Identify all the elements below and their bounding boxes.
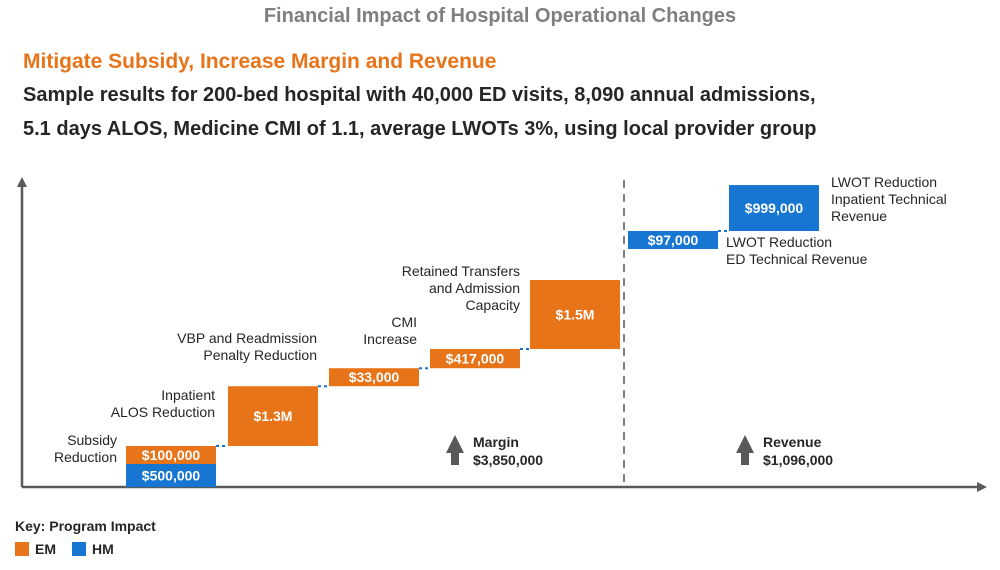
step-retained-transfers-and-admission-capacity: $1.5M Retained Transfers and Admission Capa… <box>402 263 620 351</box>
legend-entry-hm: HM <box>72 541 114 557</box>
category-label: Subsidy Reduction <box>54 432 117 465</box>
up-arrow-icon <box>736 435 754 465</box>
value-label: $500,000 <box>142 468 201 484</box>
step-cmi-increase: $417,000 CMI Increase <box>363 314 520 370</box>
total-value: $3,850,000 <box>473 452 543 468</box>
legend-entry-em: EM <box>15 541 56 557</box>
value-label: $1.5M <box>556 307 595 323</box>
value-label: $33,000 <box>349 369 400 385</box>
legend-swatch-hm <box>72 542 86 556</box>
bar-lwot-reduction-inpatient-technical-revenue-hm <box>729 185 819 231</box>
step-inpatient-alos-reduction: $1.3M Inpatient ALOS Reduction <box>111 386 318 447</box>
chart-subtitle: Mitigate Subsidy, Increase Margin and Re… <box>23 50 497 73</box>
category-label: LWOT Reduction Inpatient Technical Revenue <box>831 174 947 224</box>
step-lwot-reduction-inpatient-technical-revenue: $999,000 LWOT Reduction Inpatient Technica… <box>718 174 947 232</box>
value-label: $1.3M <box>254 408 293 424</box>
total-label: Revenue <box>763 434 822 450</box>
category-label: VBP and Readmission Penalty Reduction <box>177 330 317 363</box>
value-label: $100,000 <box>142 447 201 463</box>
legend-title: Key: Program Impact <box>15 518 156 534</box>
bar-subsidy-reduction-em <box>126 446 216 464</box>
description-line-2: 5.1 days ALOS, Medicine CMI of 1.1, aver… <box>23 118 817 140</box>
total-value: $1,096,000 <box>763 452 833 468</box>
step-subsidy-reduction: $500,000 $100,000 Subsidy Reduction <box>54 432 216 487</box>
category-label: LWOT Reduction ED Technical Revenue <box>726 234 868 267</box>
value-label: $97,000 <box>648 232 699 248</box>
legend-swatch-em <box>15 542 29 556</box>
value-label: $417,000 <box>446 351 505 367</box>
category-label: Inpatient ALOS Reduction <box>111 387 215 420</box>
total-revenue: Revenue $1,096,000 <box>736 434 833 468</box>
step-lwot-reduction-ed-technical-revenue: $97,000 LWOT Reduction ED Technical Revenu… <box>628 231 868 267</box>
up-arrow-icon <box>446 435 464 465</box>
value-label: $999,000 <box>745 200 804 216</box>
bar-vbp-and-readmission-penalty-reduction-em <box>329 368 419 387</box>
category-label: Retained Transfers and Admission Capacity <box>402 263 520 313</box>
total-margin: Margin $3,850,000 <box>446 434 543 468</box>
bar-inpatient-alos-reduction-em <box>228 386 318 446</box>
chart-title: Financial Impact of Hospital Operational… <box>263 5 737 27</box>
description-line-1: Sample results for 200-bed hospital with… <box>23 84 816 106</box>
bar-subsidy-reduction-hm <box>126 464 216 487</box>
bar-retained-transfers-and-admission-capacity-em <box>530 280 620 350</box>
bar-cmi-increase-em <box>430 349 520 369</box>
legend-label-hm: HM <box>92 541 114 557</box>
bar-lwot-reduction-ed-technical-revenue-hm <box>628 231 718 249</box>
total-label: Margin <box>473 434 519 450</box>
step-vbp-and-readmission-penalty-reduction: $33,000 VBP and Readmission Penalty Reduct… <box>177 330 419 388</box>
legend-label-em: EM <box>35 541 56 557</box>
category-label: CMI Increase <box>363 314 417 347</box>
